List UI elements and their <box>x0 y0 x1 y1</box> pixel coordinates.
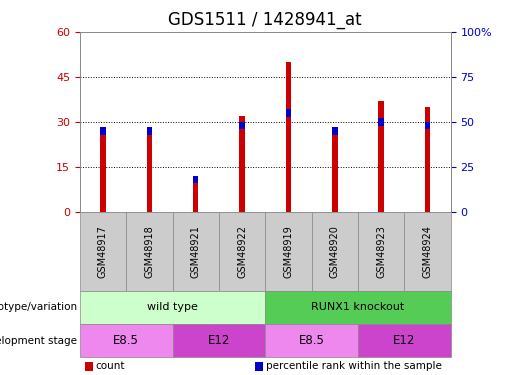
Bar <box>379 118 384 126</box>
Bar <box>193 176 198 183</box>
Text: GSM48920: GSM48920 <box>330 225 340 278</box>
Text: E12: E12 <box>208 334 230 347</box>
Text: GSM48922: GSM48922 <box>237 225 247 278</box>
Text: RUNX1 knockout: RUNX1 knockout <box>311 303 405 312</box>
Text: genotype/variation: genotype/variation <box>0 303 77 312</box>
Bar <box>286 109 291 117</box>
Text: ▶: ▶ <box>81 303 89 312</box>
Text: GSM48917: GSM48917 <box>98 225 108 278</box>
Bar <box>100 134 106 212</box>
Bar <box>239 116 245 212</box>
Bar <box>425 107 430 212</box>
Bar <box>286 62 291 212</box>
Text: E8.5: E8.5 <box>113 334 139 347</box>
Text: percentile rank within the sample: percentile rank within the sample <box>266 362 442 371</box>
Text: GSM48924: GSM48924 <box>422 225 433 278</box>
Text: E8.5: E8.5 <box>299 334 324 347</box>
Text: GSM48919: GSM48919 <box>283 225 294 278</box>
Bar <box>379 101 384 212</box>
Text: GSM48923: GSM48923 <box>376 225 386 278</box>
Text: development stage: development stage <box>0 336 77 346</box>
Bar <box>193 182 198 212</box>
Bar <box>332 127 337 135</box>
Bar <box>147 131 152 212</box>
Bar <box>239 122 245 129</box>
Text: count: count <box>96 362 125 371</box>
Bar <box>425 122 430 129</box>
Bar <box>100 127 106 135</box>
Text: wild type: wild type <box>147 303 198 312</box>
Bar <box>147 127 152 135</box>
Text: E12: E12 <box>393 334 416 347</box>
Title: GDS1511 / 1428941_at: GDS1511 / 1428941_at <box>168 11 362 29</box>
Text: GSM48918: GSM48918 <box>144 225 154 278</box>
Bar <box>332 128 337 212</box>
Text: GSM48921: GSM48921 <box>191 225 201 278</box>
Text: ▶: ▶ <box>81 336 89 346</box>
